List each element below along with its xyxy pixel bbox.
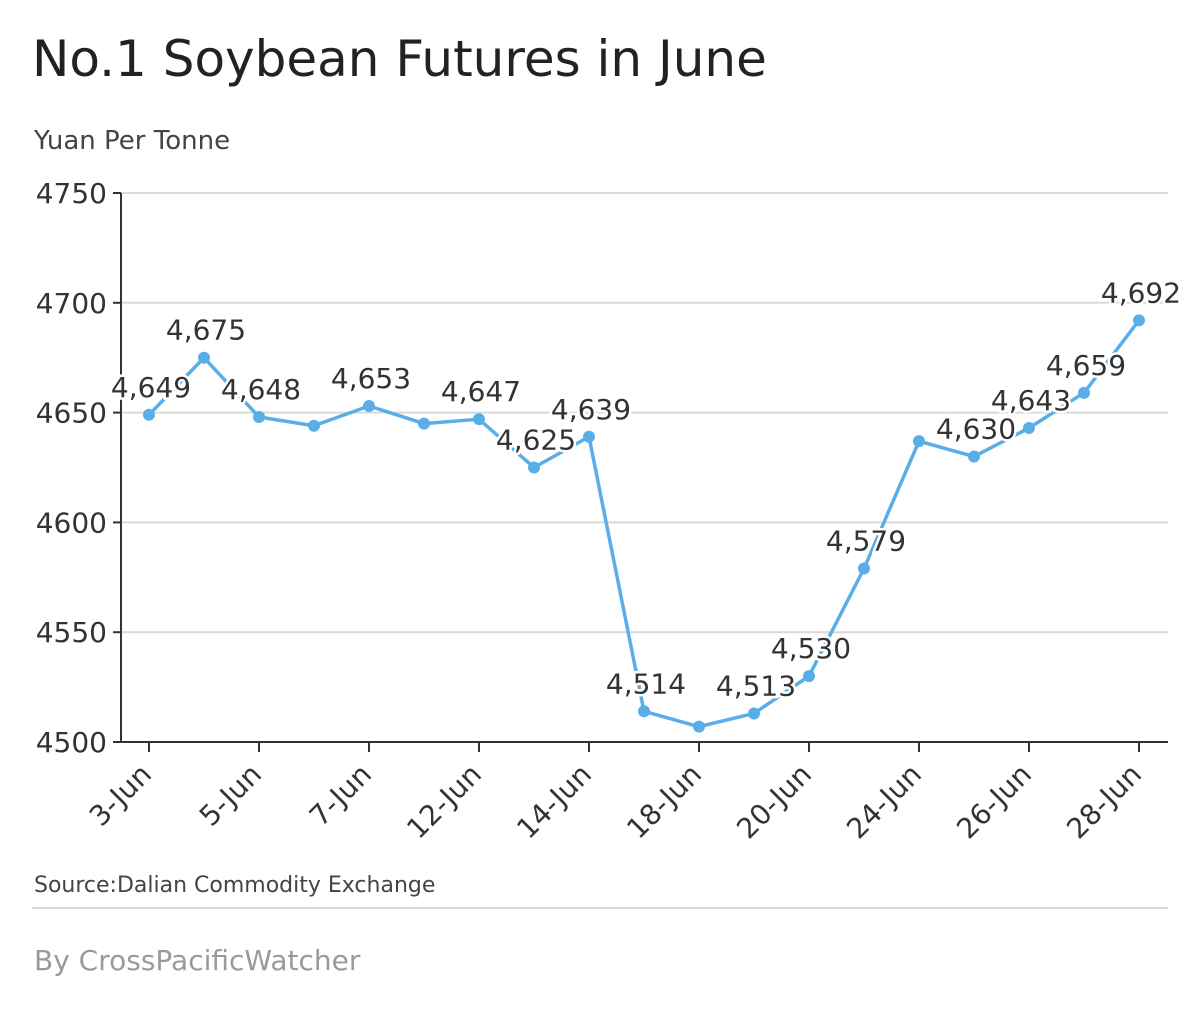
footer-divider [32,907,1168,909]
y-tick-label-4650: 4650 [36,397,107,430]
data-point-20-Jun [803,670,815,683]
data-label-5-Jun: 4,648 [221,373,301,406]
x-tick-label-26-Jun: 26-Jun [950,758,1038,846]
data-point-26-Jun [1023,421,1035,434]
data-label-20-Jun: 4,530 [771,632,851,665]
x-tick-label-20-Jun: 20-Jun [730,758,818,846]
y-tick-label-4700: 4700 [36,287,107,320]
y-tick-label-4750: 4750 [36,177,107,210]
x-tick-label-3-Jun: 3-Jun [83,758,158,833]
y-tick-label-4600: 4600 [36,506,107,539]
data-points [143,314,1145,733]
data-label-25-Jun: 4,630 [936,413,1016,446]
data-point-19-Jun [748,707,760,720]
data-point-4-Jun [198,351,210,364]
axes: 4500 4550 4600 4650 4700 4750 3-Jun 5-Jun 7-Jun 1… [36,177,1168,845]
data-label-4-Jun: 4,675 [166,314,246,347]
data-point-18-Jun [693,720,705,733]
x-tick-label-28-Jun: 28-Jun [1060,758,1148,846]
x-tick-label-24-Jun: 24-Jun [840,758,928,846]
data-point-5-Jun [253,410,265,423]
data-label-3-Jun: 4,649 [111,371,191,404]
data-label-27-Jun: 4,659 [1046,349,1126,382]
data-point-24-Jun [913,435,925,448]
data-label-17-Jun: 4,514 [606,667,686,700]
data-label-19-Jun: 4,513 [716,669,796,702]
data-label-14-Jun: 4,639 [551,393,631,426]
y-axis-unit-label: Yuan Per Tonne [34,126,231,156]
y-tick-label-4500: 4500 [36,726,107,759]
data-point-25-Jun [968,450,980,463]
data-point-14-Jun [583,430,595,443]
data-label-28-Jun: 4,692 [1101,276,1181,309]
data-point-13-Jun [528,461,540,474]
data-point-27-Jun [1078,386,1090,399]
data-label-21-Jun: 4,579 [826,525,906,558]
x-tick-label-14-Jun: 14-Jun [510,758,598,846]
data-label-7-Jun: 4,653 [331,362,411,395]
chart-title: No.1 Soybean Futures in June [32,30,767,88]
data-label-26-Jun: 4,643 [991,384,1071,417]
x-tick-label-5-Jun: 5-Jun [193,758,268,833]
data-point-7-Jun [363,400,375,413]
data-point-21-Jun [858,562,870,575]
y-tick-label-4550: 4550 [36,616,107,649]
data-label-13-Jun: 4,625 [496,424,576,457]
gridlines [121,192,1168,634]
source-note: Source:Dalian Commodity Exchange [34,873,436,898]
x-tick-label-12-Jun: 12-Jun [400,758,488,846]
data-point-3-Jun [143,408,155,421]
byline: By CrossPacificWatcher [34,944,361,977]
data-point-6-Jun [308,419,320,432]
data-point-12-Jun [473,413,485,426]
data-point-17-Jun [638,705,650,718]
data-point-28-Jun [1133,314,1145,327]
x-tick-label-7-Jun: 7-Jun [303,758,378,833]
line-chart: 4500 4550 4600 4650 4700 4750 3-Jun 5-Jun 7-Jun 1… [35,177,1183,846]
data-point-10-Jun [418,417,430,430]
x-tick-label-18-Jun: 18-Jun [620,758,708,846]
data-label-12-Jun: 4,647 [441,375,521,408]
